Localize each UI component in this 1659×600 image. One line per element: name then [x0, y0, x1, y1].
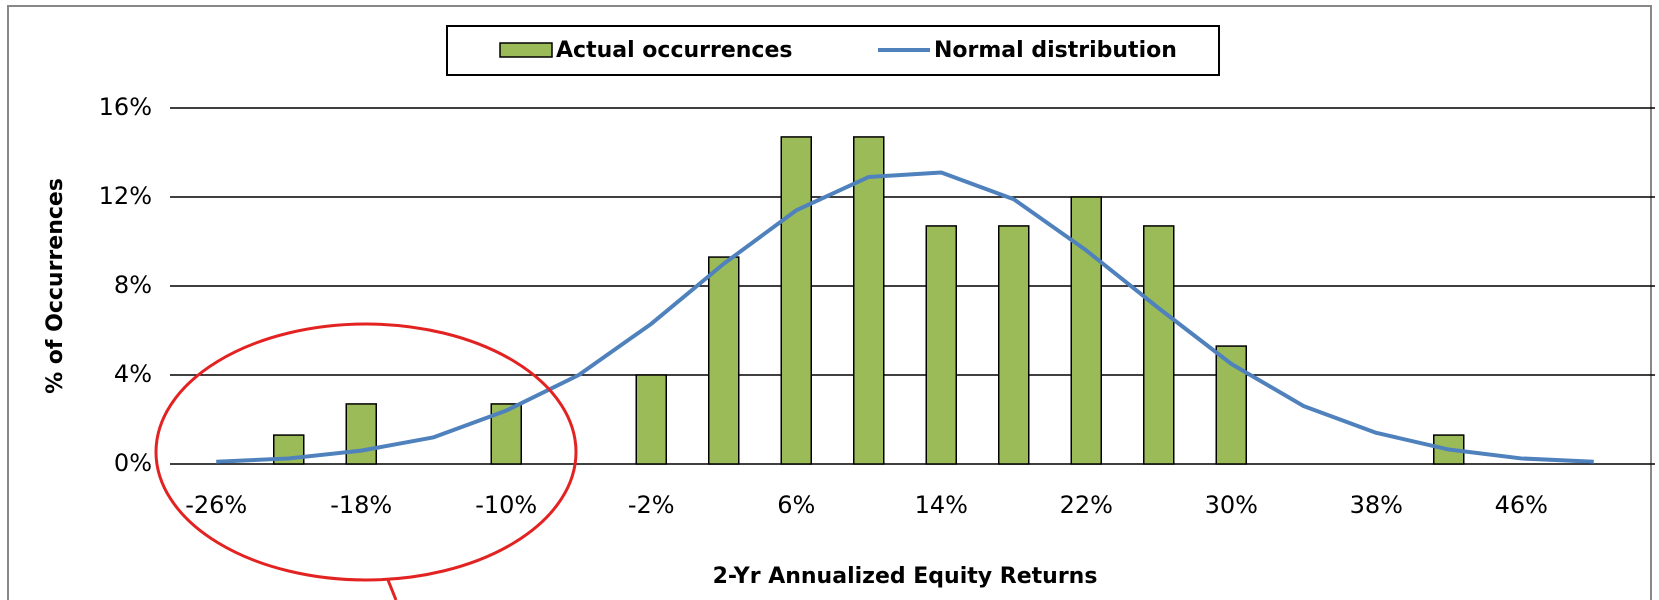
- y-tick-label: 16%: [99, 93, 152, 121]
- x-tick-label: 46%: [1495, 491, 1548, 519]
- legend-swatch: [499, 42, 553, 58]
- line: [216, 170, 1594, 464]
- bar: [1215, 345, 1247, 465]
- legend-box: [446, 25, 1220, 76]
- x-tick-label: 6%: [777, 491, 815, 519]
- y-axis-label: % of Occurrences: [43, 178, 68, 394]
- annotation-pointer: [386, 579, 398, 600]
- y-tick-label: 8%: [114, 271, 152, 299]
- x-tick-label: 14%: [915, 491, 968, 519]
- bar: [635, 374, 667, 465]
- x-tick-label: 30%: [1205, 491, 1258, 519]
- bar: [780, 136, 812, 465]
- bar: [925, 225, 957, 465]
- x-tick-label: -18%: [330, 491, 392, 519]
- y-tick-label: 4%: [114, 360, 152, 388]
- bar: [1143, 225, 1175, 465]
- bar: [708, 256, 740, 465]
- bar: [345, 403, 377, 465]
- bar: [1070, 196, 1102, 465]
- bar: [998, 225, 1030, 465]
- legend-label: Actual occurrences: [556, 38, 793, 63]
- x-tick-label: -26%: [185, 491, 247, 519]
- x-tick-label: 22%: [1060, 491, 1113, 519]
- x-tick-label: -2%: [628, 491, 675, 519]
- y-tick-label: 12%: [99, 182, 152, 210]
- legend-label: Normal distribution: [934, 38, 1177, 63]
- x-tick-label: 38%: [1350, 491, 1403, 519]
- highlight-ellipse: [154, 322, 578, 582]
- chart-frame: [7, 5, 1652, 600]
- bar: [853, 136, 885, 465]
- plot-area: 0% 4% 8% 12% 16% -26% -18% -10% -2% 6% 14% 22% 30% 38…: [99, 93, 1655, 519]
- x-axis-label: 2-Yr Annualized Equity Returns: [713, 564, 1098, 589]
- y-tick-label: 0%: [114, 449, 152, 477]
- x-tick-label: -10%: [475, 491, 537, 519]
